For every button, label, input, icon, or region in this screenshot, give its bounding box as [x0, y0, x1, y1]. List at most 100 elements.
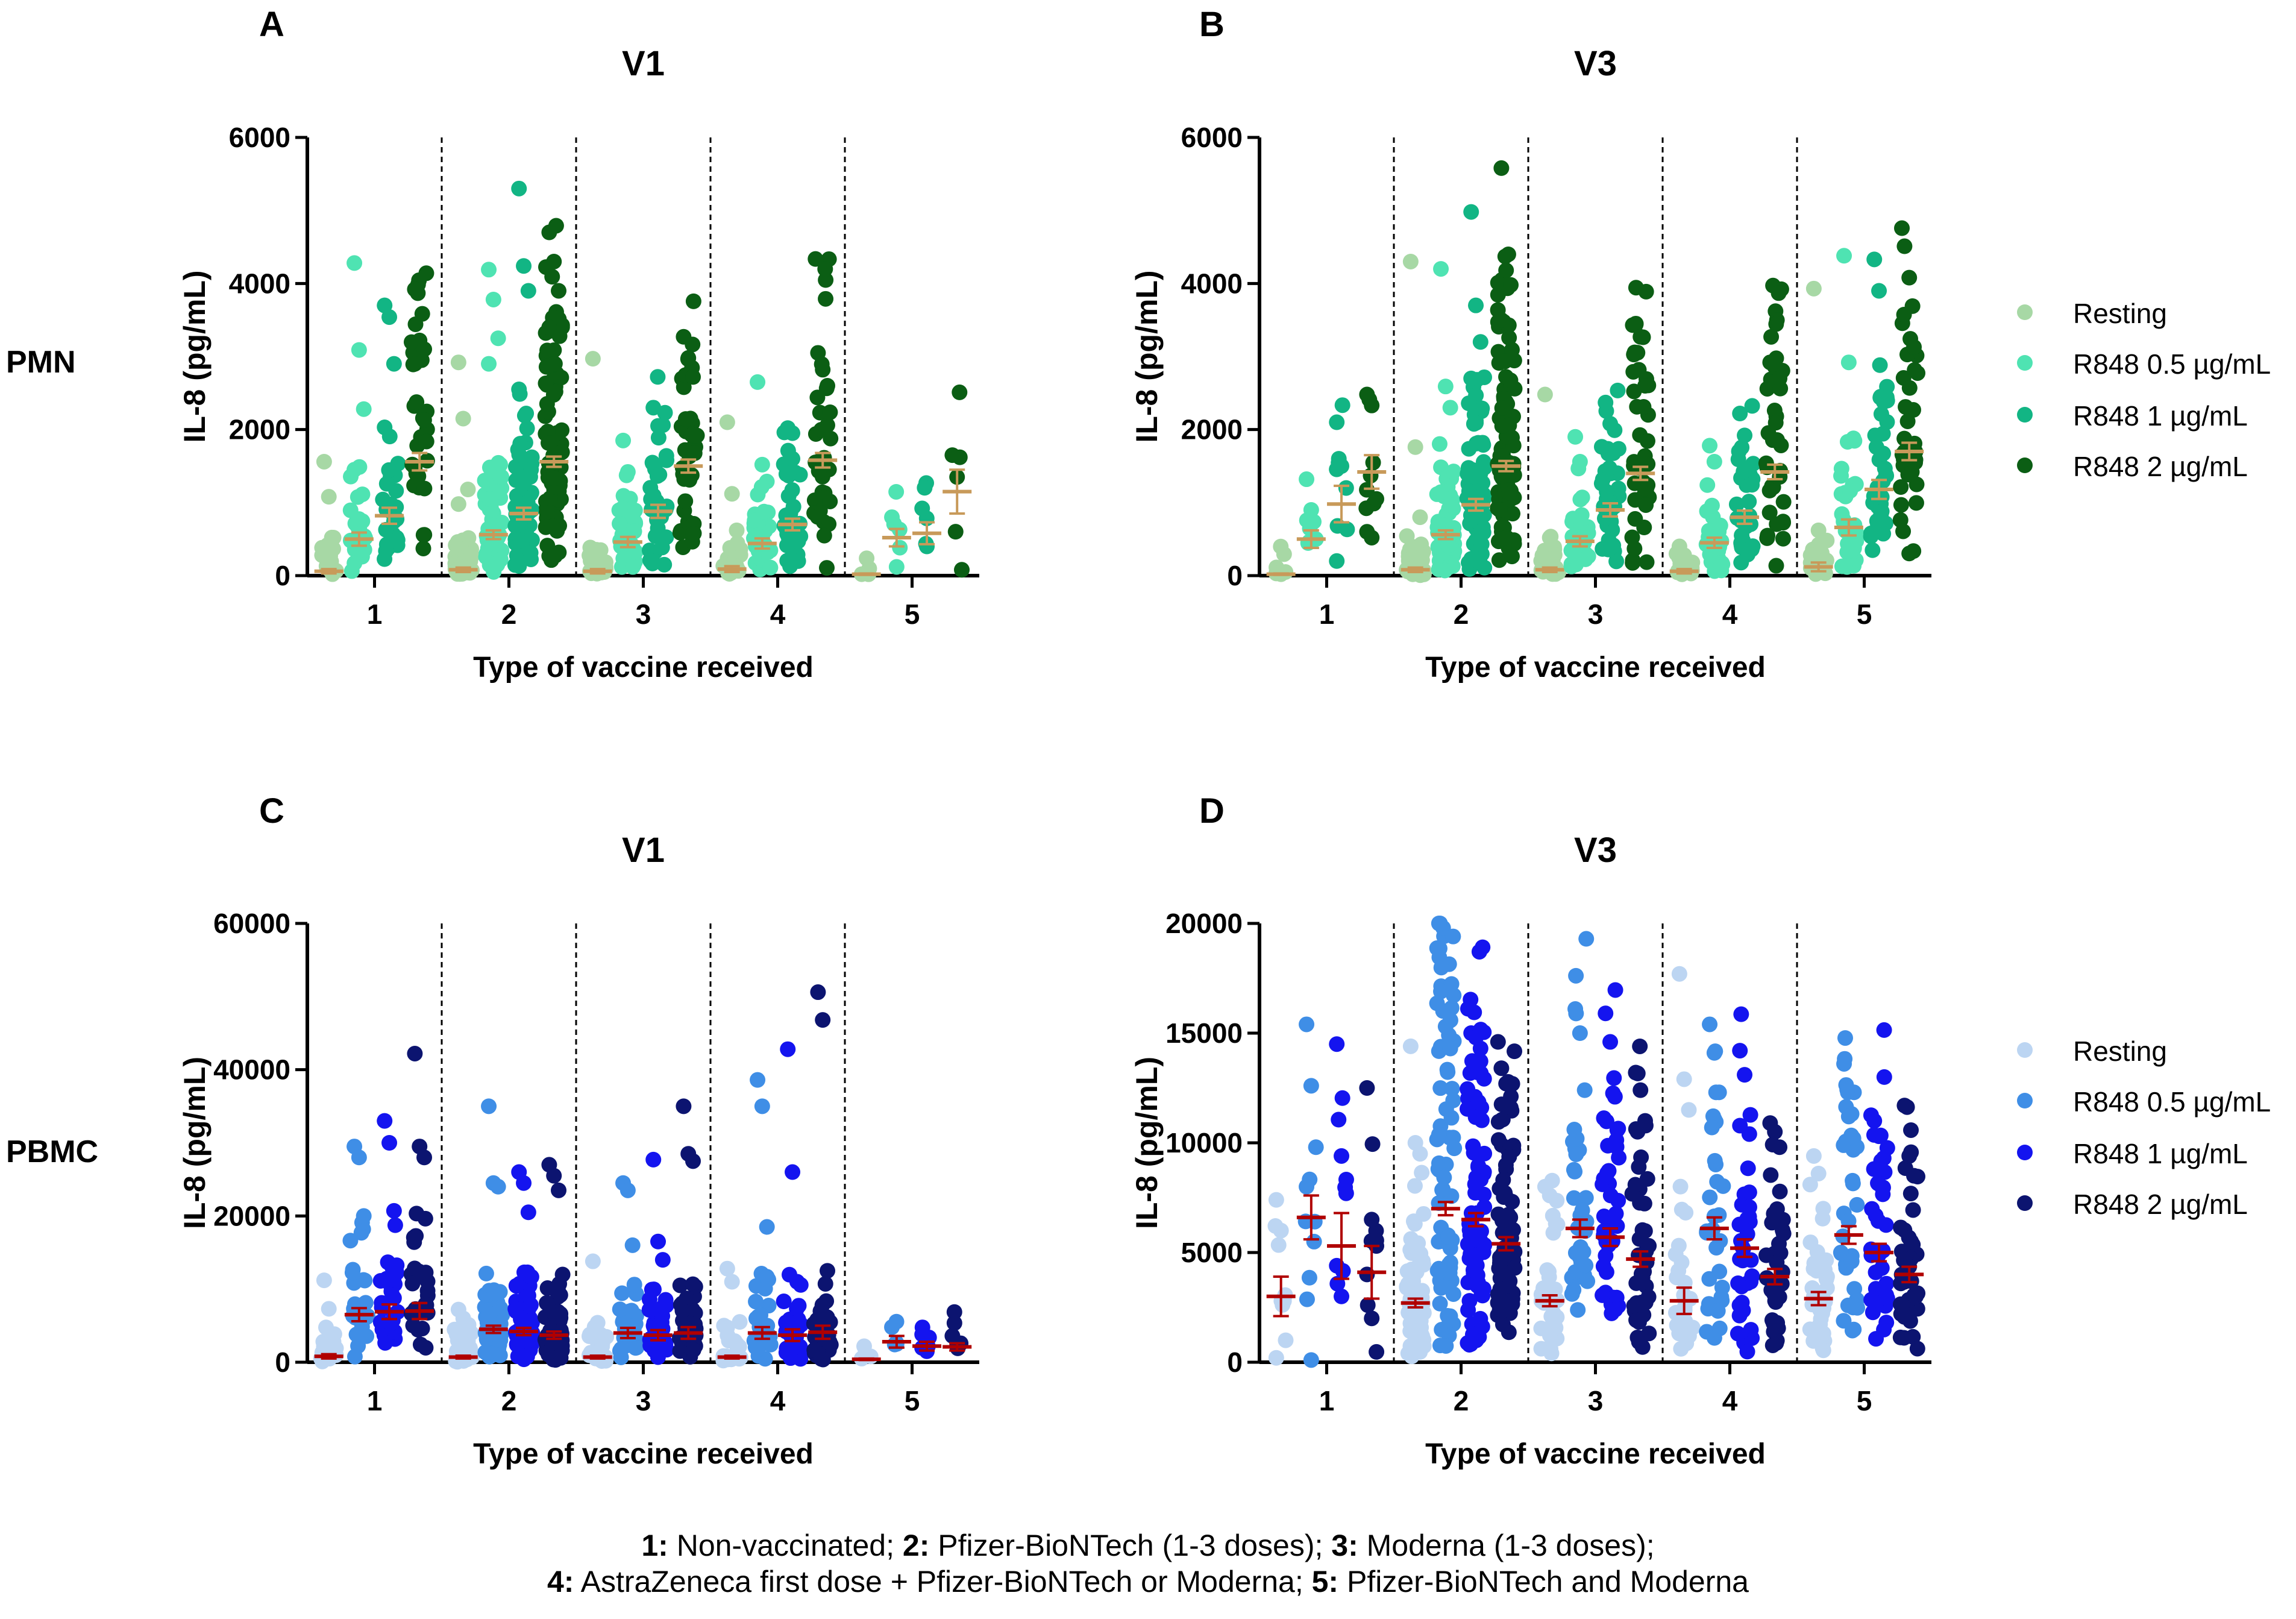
data-point: [1566, 1282, 1582, 1298]
data-point-highlight: [407, 1045, 423, 1061]
data-point-highlight: [1741, 1126, 1757, 1142]
data-point-highlight: [759, 1219, 775, 1235]
data-point: [1491, 552, 1507, 568]
data-point: [1874, 1260, 1890, 1276]
data-point: [651, 467, 668, 483]
data-point: [1446, 1140, 1463, 1157]
data-point: [1626, 344, 1643, 360]
data-point-highlight: [1278, 1332, 1294, 1348]
data-point: [1744, 1268, 1760, 1284]
data-point-highlight: [820, 377, 836, 394]
data-point: [1461, 483, 1477, 500]
legend-label-r848-05: R848 0.5 µg/mL: [2073, 348, 2271, 380]
data-point: [677, 411, 694, 427]
data-point-highlight: [1602, 415, 1619, 432]
data-point: [1495, 1316, 1511, 1333]
data-point: [1494, 418, 1510, 434]
data-point-highlight: [589, 544, 606, 560]
data-point: [1704, 497, 1720, 514]
data-point-highlight: [1845, 1130, 1862, 1146]
data-point: [1475, 435, 1491, 451]
data-point: [1407, 1178, 1423, 1194]
data-point: [679, 1290, 695, 1307]
data-point: [818, 291, 834, 307]
data-point-highlight: [1732, 406, 1748, 422]
data-point: [1711, 1320, 1728, 1336]
data-point: [1610, 1121, 1626, 1137]
legend-marker-r848-1: [2017, 1145, 2033, 1160]
data-point-highlight: [1836, 248, 1852, 264]
data-point: [762, 559, 779, 576]
y-tick-label: 0: [1227, 560, 1243, 591]
data-point: [1669, 1269, 1685, 1286]
data-point-highlight: [1628, 316, 1644, 333]
data-point: [612, 1301, 628, 1318]
data-point-highlight: [481, 1098, 497, 1114]
panel-title: V1: [622, 44, 665, 83]
data-point-highlight: [1567, 1001, 1584, 1017]
data-point: [351, 511, 367, 527]
data-point: [543, 456, 559, 473]
data-point: [1628, 1312, 1645, 1328]
data-point: [539, 396, 555, 412]
data-point-highlight: [1303, 1078, 1319, 1094]
data-point: [1436, 1169, 1452, 1186]
data-point: [624, 508, 641, 524]
data-point: [1775, 494, 1792, 510]
y-tick-label: 10000: [1165, 1127, 1243, 1158]
data-point-highlight: [386, 356, 402, 372]
data-point-highlight: [325, 529, 342, 545]
data-point: [1626, 541, 1643, 557]
data-point: [1641, 1237, 1657, 1254]
data-point: [523, 462, 539, 478]
data-point: [508, 1278, 524, 1294]
data-point-highlight: [1875, 394, 1892, 410]
data-point: [492, 552, 509, 568]
data-point: [1899, 413, 1916, 429]
data-point-highlight: [1334, 1288, 1350, 1304]
data-point-highlight: [1412, 1146, 1428, 1162]
data-point: [1901, 380, 1918, 396]
data-point: [1545, 1225, 1561, 1241]
data-point-highlight: [724, 1274, 740, 1290]
data-point: [1769, 1333, 1785, 1349]
data-point: [808, 251, 824, 267]
data-point-highlight: [1633, 1082, 1649, 1098]
data-point: [1494, 1213, 1510, 1229]
data-point-highlight: [650, 418, 667, 434]
data-point-highlight: [416, 1149, 433, 1166]
data-point-highlight: [750, 1072, 766, 1088]
figure-caption: 1: Non-vaccinated; 2: Pfizer-BioNTech (1…: [0, 1527, 2296, 1600]
data-point: [644, 1301, 660, 1318]
data-point: [1896, 306, 1912, 322]
x-tick-label: 3: [636, 1385, 651, 1416]
y-tick-label: 15000: [1165, 1017, 1243, 1049]
data-point-highlight: [724, 486, 740, 502]
data-point: [1599, 483, 1615, 500]
data-point-highlight: [1369, 491, 1385, 507]
data-point: [1602, 539, 1619, 556]
data-point-highlight: [914, 1326, 930, 1342]
data-point: [538, 359, 554, 375]
data-point: [372, 1272, 389, 1289]
data-point: [917, 480, 933, 496]
data-point-highlight: [481, 356, 497, 372]
data-point: [1306, 1233, 1322, 1250]
data-point: [1399, 1280, 1415, 1296]
data-point: [1730, 1325, 1746, 1342]
y-tick-label: 0: [275, 1347, 290, 1378]
data-point: [1610, 1192, 1626, 1209]
data-point-highlight: [1364, 529, 1380, 545]
data-point: [1572, 510, 1588, 526]
legend-marker-r848-05: [2017, 1093, 2033, 1108]
data-point: [672, 1277, 688, 1294]
data-point: [1631, 1159, 1647, 1175]
data-point: [378, 476, 395, 492]
data-point: [1429, 519, 1446, 535]
data-point: [1595, 1287, 1611, 1303]
data-point: [416, 480, 433, 497]
data-point: [1546, 1317, 1563, 1333]
data-point-highlight: [1364, 1310, 1380, 1327]
data-point: [750, 1341, 766, 1357]
y-tick-label: 6000: [1181, 122, 1243, 153]
